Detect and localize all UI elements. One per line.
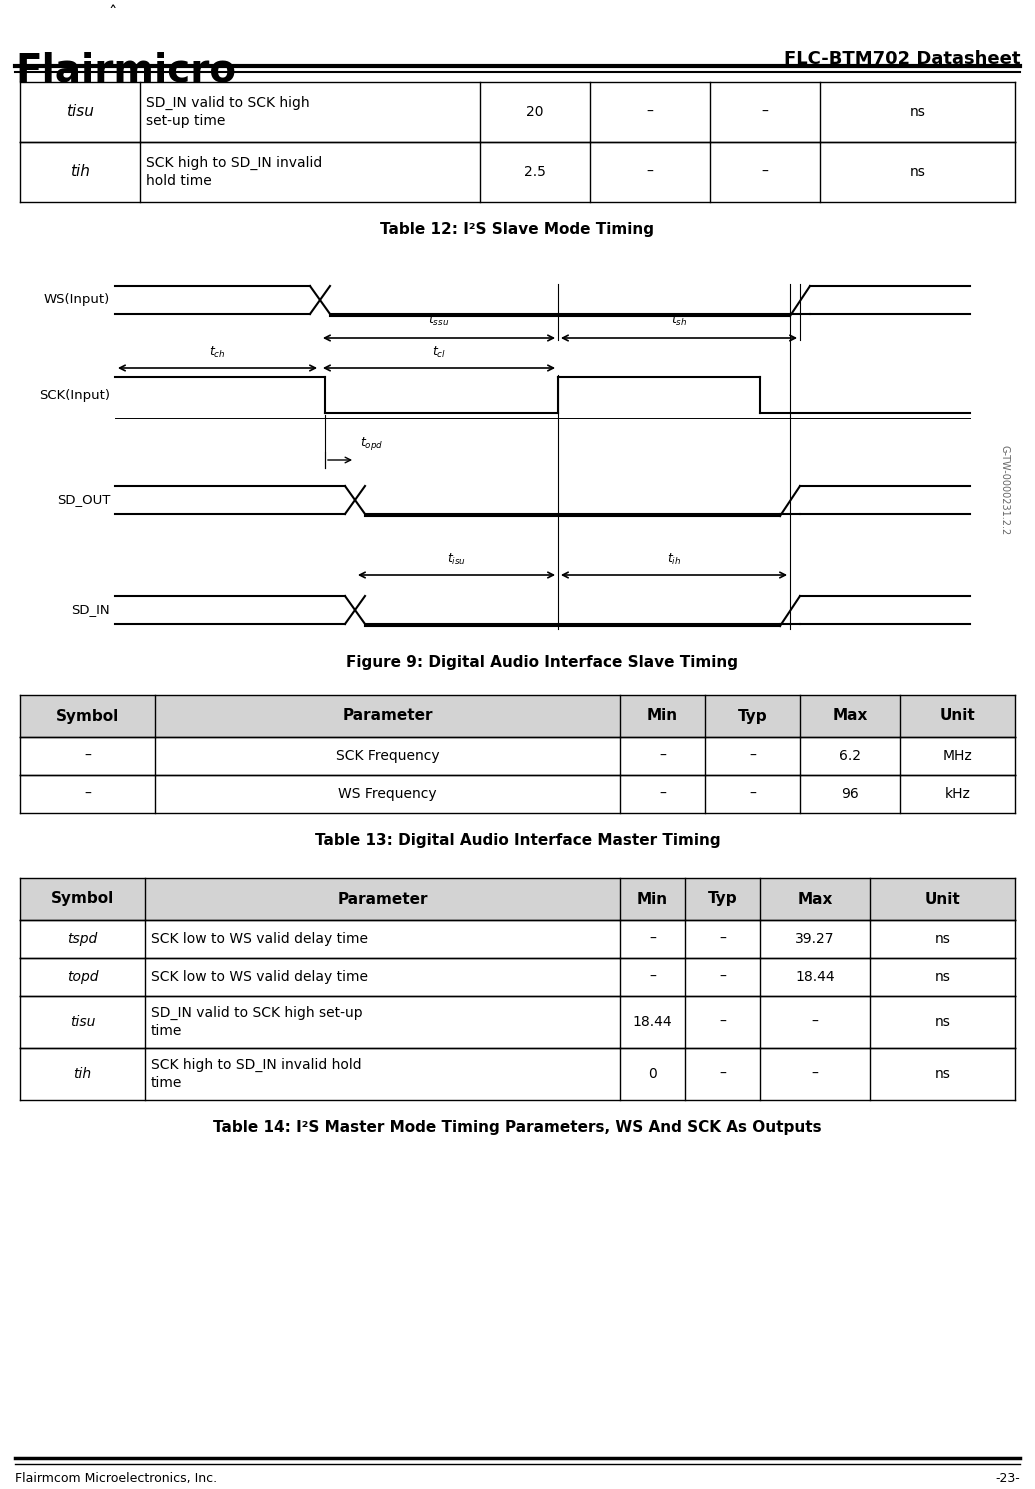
Text: ns: ns (910, 106, 925, 119)
Text: 2.5: 2.5 (524, 165, 545, 179)
Text: tspd: tspd (67, 932, 97, 946)
Text: SCK Frequency: SCK Frequency (335, 749, 439, 762)
Text: Unit: Unit (924, 892, 960, 907)
Text: Max: Max (832, 709, 867, 724)
Text: ns: ns (935, 969, 950, 984)
Text: 0: 0 (648, 1068, 657, 1081)
Bar (20, 920, 1015, 957)
Text: ns: ns (935, 1015, 950, 1029)
Text: Table 14: I²S Master Mode Timing Parameters, WS And SCK As Outputs: Table 14: I²S Master Mode Timing Paramet… (213, 1120, 822, 1135)
Text: $t_{sh}$: $t_{sh}$ (671, 313, 687, 328)
Text: ns: ns (910, 165, 925, 179)
Text: $t_{cl}$: $t_{cl}$ (432, 345, 446, 360)
Bar (20, 737, 1015, 774)
Text: Symbol: Symbol (51, 892, 114, 907)
Text: SCK high to SD_IN invalid hold
time: SCK high to SD_IN invalid hold time (151, 1059, 361, 1090)
Text: –: – (811, 1015, 819, 1029)
Text: tisu: tisu (66, 104, 94, 119)
Text: Figure 9: Digital Audio Interface Slave Timing: Figure 9: Digital Audio Interface Slave … (347, 655, 739, 670)
Text: -23-: -23- (996, 1473, 1021, 1485)
Text: SD_IN valid to SCK high set-up
time: SD_IN valid to SCK high set-up time (151, 1007, 362, 1038)
Text: –: – (84, 788, 91, 801)
Text: –: – (811, 1068, 819, 1081)
Text: 96: 96 (841, 788, 859, 801)
Bar (20, 1048, 1015, 1100)
Text: –: – (749, 749, 756, 762)
Text: SCK low to WS valid delay time: SCK low to WS valid delay time (151, 932, 368, 946)
Text: –: – (647, 106, 653, 119)
Text: MHz: MHz (943, 749, 972, 762)
Text: –: – (719, 1015, 726, 1029)
Text: 6.2: 6.2 (839, 749, 861, 762)
Text: $t_{opd}$: $t_{opd}$ (360, 435, 383, 453)
Text: –: – (719, 969, 726, 984)
Text: Unit: Unit (940, 709, 975, 724)
Text: SD_IN: SD_IN (71, 603, 110, 616)
Text: tih: tih (73, 1068, 91, 1081)
Bar (20, 879, 1015, 920)
Text: WS Frequency: WS Frequency (338, 788, 437, 801)
Text: FLC-BTM702 Datasheet: FLC-BTM702 Datasheet (783, 51, 1021, 68)
Text: Symbol: Symbol (56, 709, 119, 724)
Text: tih: tih (70, 164, 90, 180)
Text: SCK low to WS valid delay time: SCK low to WS valid delay time (151, 969, 368, 984)
Text: Min: Min (647, 709, 678, 724)
Bar (20, 695, 1015, 737)
Text: –: – (659, 749, 666, 762)
Text: Table 12: I²S Slave Mode Timing: Table 12: I²S Slave Mode Timing (381, 222, 654, 237)
Bar (20, 996, 1015, 1048)
Text: SD_IN valid to SCK high
set-up time: SD_IN valid to SCK high set-up time (146, 97, 309, 128)
Text: SD_OUT: SD_OUT (57, 493, 110, 506)
Text: –: – (649, 969, 656, 984)
Text: Flairmcom Microelectronics, Inc.: Flairmcom Microelectronics, Inc. (14, 1473, 217, 1485)
Text: –: – (647, 165, 653, 179)
Text: –: – (649, 932, 656, 946)
Text: SCK(Input): SCK(Input) (39, 389, 110, 402)
Text: Flairmicro: Flairmicro (14, 52, 236, 89)
Text: Typ: Typ (738, 709, 767, 724)
Text: G-TW-0000231.2.2: G-TW-0000231.2.2 (1000, 445, 1010, 535)
Text: kHz: kHz (945, 788, 971, 801)
Text: 20: 20 (526, 106, 543, 119)
Text: –: – (719, 1068, 726, 1081)
Text: SCK high to SD_IN invalid
hold time: SCK high to SD_IN invalid hold time (146, 156, 322, 188)
Text: ns: ns (935, 932, 950, 946)
Text: topd: topd (66, 969, 98, 984)
Text: $t_{isu}$: $t_{isu}$ (447, 552, 466, 567)
Text: 39.27: 39.27 (795, 932, 835, 946)
Text: Max: Max (797, 892, 833, 907)
Text: Typ: Typ (708, 892, 737, 907)
Text: $t_{ih}$: $t_{ih}$ (667, 552, 681, 567)
Text: Parameter: Parameter (337, 892, 427, 907)
Text: $t_{ssu}$: $t_{ssu}$ (428, 313, 449, 328)
Bar (20, 141, 1015, 203)
Text: $t_{ch}$: $t_{ch}$ (209, 345, 226, 360)
Text: tisu: tisu (69, 1015, 95, 1029)
Text: Table 13: Digital Audio Interface Master Timing: Table 13: Digital Audio Interface Master… (315, 832, 720, 849)
Text: ˆ: ˆ (109, 4, 117, 22)
Text: WS(Input): WS(Input) (43, 293, 110, 307)
Text: ns: ns (935, 1068, 950, 1081)
Bar (20, 774, 1015, 813)
Bar (20, 957, 1015, 996)
Text: –: – (659, 788, 666, 801)
Text: –: – (749, 788, 756, 801)
Text: –: – (762, 165, 768, 179)
Text: Parameter: Parameter (343, 709, 433, 724)
Text: –: – (762, 106, 768, 119)
Text: Min: Min (637, 892, 668, 907)
Text: –: – (719, 932, 726, 946)
Bar (20, 82, 1015, 141)
Text: –: – (84, 749, 91, 762)
Text: 18.44: 18.44 (795, 969, 835, 984)
Text: 18.44: 18.44 (632, 1015, 673, 1029)
